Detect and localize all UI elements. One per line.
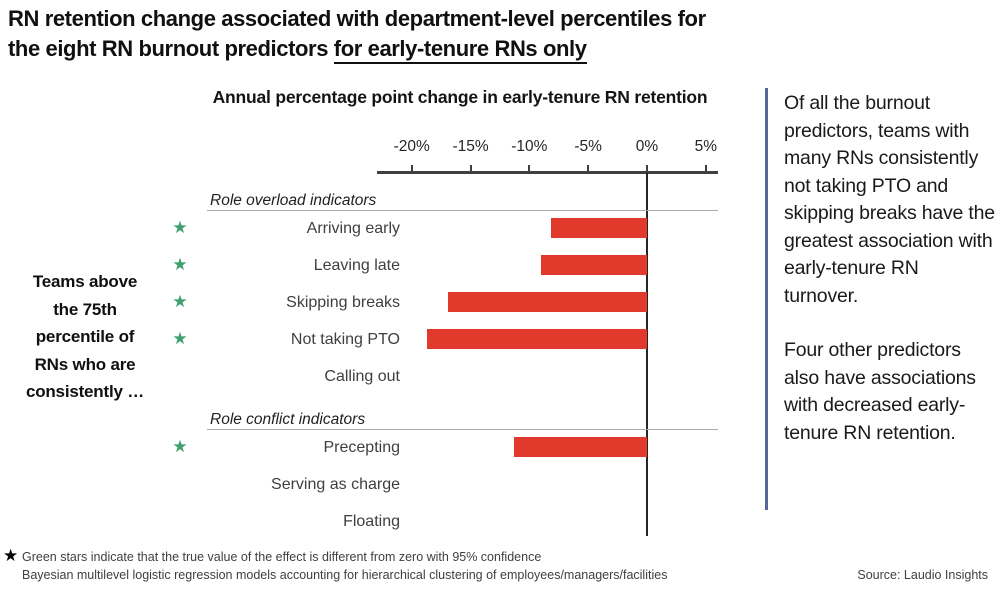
category-label: Not taking PTO: [290, 331, 400, 348]
x-tick-mark: [587, 165, 590, 171]
x-tick-label: -20%: [393, 138, 430, 155]
significance-star-icon: ★: [172, 292, 188, 311]
category-label: Leaving late: [313, 257, 400, 274]
footnote-star-note: Green stars indicate that the true value…: [22, 550, 542, 564]
left-annotation: Teams above the 75th percentile of RNs w…: [25, 272, 145, 401]
x-tick-mark: [646, 165, 648, 171]
category-label: Calling out: [324, 368, 400, 385]
category-label: Precepting: [323, 439, 401, 456]
x-tick-mark: [528, 165, 531, 171]
x-tick-mark: [410, 165, 413, 171]
category-row: Serving as charge: [0, 466, 760, 503]
significance-star-icon: ★: [172, 329, 188, 348]
x-tick-label: 0%: [635, 138, 659, 155]
footnote-star-icon: ★: [3, 546, 19, 565]
sidebar-commentary: Of all the burnout predictors, teams wit…: [784, 90, 996, 474]
category-label: Serving as charge: [271, 476, 400, 493]
page-title-line1: RN retention change associated with depa…: [8, 6, 706, 31]
category-row: ★ Precepting: [0, 429, 760, 466]
bar: [541, 255, 647, 275]
source-note: Source: Laudio Insights: [857, 568, 988, 582]
category-row: ★ Skipping breaks: [0, 284, 760, 321]
section-label: Role conflict indicators: [210, 411, 366, 428]
category-row: Floating: [0, 503, 760, 540]
x-tick-label: -10%: [511, 138, 548, 155]
x-tick-label: -5%: [574, 138, 602, 155]
category-row: ★ Leaving late: [0, 247, 760, 284]
zero-baseline: [646, 173, 648, 536]
x-tick-mark: [469, 165, 472, 171]
page-title-underlined-phrase: for early-tenure RNs only: [333, 36, 587, 64]
x-tick-mark: [704, 165, 707, 171]
page-title-line2-prefix: the eight RN burnout predictors: [8, 36, 334, 61]
sidebar-divider: [765, 88, 768, 510]
page-title: RN retention change associated with depa…: [8, 4, 788, 64]
x-axis-line: [377, 171, 718, 174]
sidebar-paragraph-2: Four other predictors also have associat…: [784, 339, 976, 444]
bar: [427, 329, 647, 349]
section-row: Role conflict indicators: [207, 395, 718, 430]
significance-star-icon: ★: [172, 255, 188, 274]
bar: [514, 437, 647, 457]
category-row: Calling out: [0, 358, 760, 395]
significance-star-icon: ★: [172, 437, 188, 456]
category-row: ★ Not taking PTO: [0, 321, 760, 358]
bar: [550, 218, 647, 238]
category-label: Skipping breaks: [286, 294, 400, 311]
category-label: Arriving early: [306, 220, 400, 237]
x-tick-label: 5%: [694, 138, 718, 155]
footnote-methods-note: Bayesian multilevel logistic regression …: [22, 568, 668, 582]
sidebar-paragraph-1: Of all the burnout predictors, teams wit…: [784, 92, 995, 307]
category-row: ★ Arriving early: [0, 210, 760, 247]
chart-title: Annual percentage point change in early-…: [212, 87, 708, 107]
section-row: Role overload indicators: [207, 176, 718, 211]
category-label: Floating: [343, 513, 400, 530]
section-label: Role overload indicators: [210, 192, 377, 209]
significance-star-icon: ★: [172, 218, 188, 237]
x-tick-label: -15%: [452, 138, 489, 155]
bar: [448, 292, 647, 312]
